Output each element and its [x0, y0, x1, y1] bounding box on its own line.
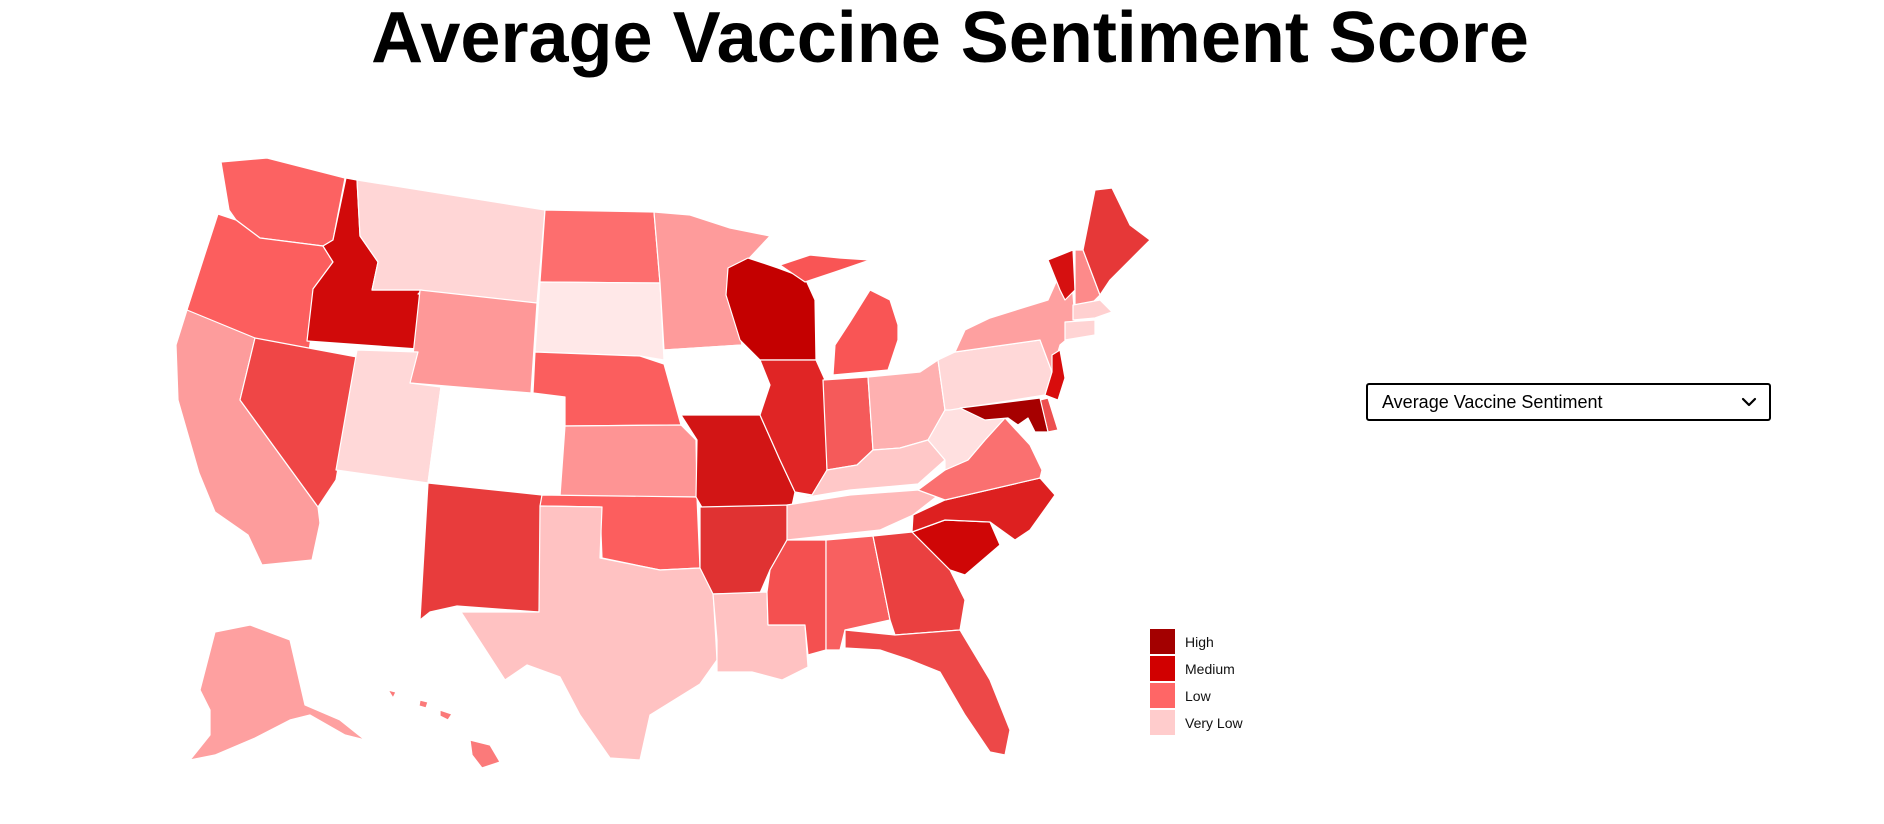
- page-title: Average Vaccine Sentiment Score: [371, 0, 1529, 78]
- legend-item-low: Low: [1150, 682, 1243, 709]
- legend-label-medium: Medium: [1185, 660, 1235, 677]
- state-tn[interactable]: [786, 489, 946, 541]
- state-ct[interactable]: [1064, 319, 1096, 341]
- state-tx[interactable]: [460, 505, 718, 761]
- metric-select-value: Average Vaccine Sentiment: [1382, 391, 1603, 412]
- chevron-down-icon: [1741, 397, 1757, 407]
- state-fl[interactable]: [844, 629, 1011, 756]
- legend-swatch-medium: [1150, 656, 1175, 681]
- state-wi[interactable]: [725, 257, 817, 361]
- state-in[interactable]: [822, 376, 874, 471]
- state-az[interactable]: [319, 479, 429, 621]
- legend-item-medium: Medium: [1150, 655, 1243, 682]
- state-ny[interactable]: [954, 261, 1076, 373]
- state-ia[interactable]: [663, 344, 771, 421]
- state-sd[interactable]: [534, 281, 665, 361]
- legend-swatch-high: [1150, 629, 1175, 654]
- state-wy[interactable]: [409, 289, 538, 394]
- state-nm[interactable]: [419, 482, 543, 621]
- legend-item-high: High: [1150, 628, 1243, 655]
- legend-label-low: Low: [1185, 687, 1211, 704]
- legend-label-high: High: [1185, 633, 1214, 650]
- state-md[interactable]: [959, 397, 1049, 433]
- legend: High Medium Low Very Low: [1150, 628, 1243, 736]
- state-nj[interactable]: [1044, 349, 1066, 401]
- state-ks[interactable]: [559, 424, 698, 498]
- state-ma[interactable]: [1072, 299, 1113, 321]
- state-hi[interactable]: [387, 689, 501, 769]
- legend-swatch-low: [1150, 683, 1175, 708]
- state-vt[interactable]: [1047, 249, 1076, 301]
- state-nh[interactable]: [1074, 249, 1101, 306]
- state-nv[interactable]: [239, 337, 358, 508]
- state-nd[interactable]: [539, 209, 661, 284]
- metric-select[interactable]: Average Vaccine Sentiment: [1366, 383, 1771, 421]
- legend-swatch-very-low: [1150, 710, 1175, 735]
- state-co[interactable]: [427, 386, 566, 491]
- legend-item-very-low: Very Low: [1150, 709, 1243, 736]
- legend-label-very-low: Very Low: [1185, 714, 1243, 731]
- state-mt[interactable]: [356, 179, 546, 304]
- state-mi[interactable]: [779, 254, 899, 376]
- state-il[interactable]: [759, 359, 828, 496]
- state-me[interactable]: [1082, 187, 1151, 296]
- state-ky[interactable]: [794, 439, 946, 498]
- state-ak[interactable]: [189, 624, 366, 761]
